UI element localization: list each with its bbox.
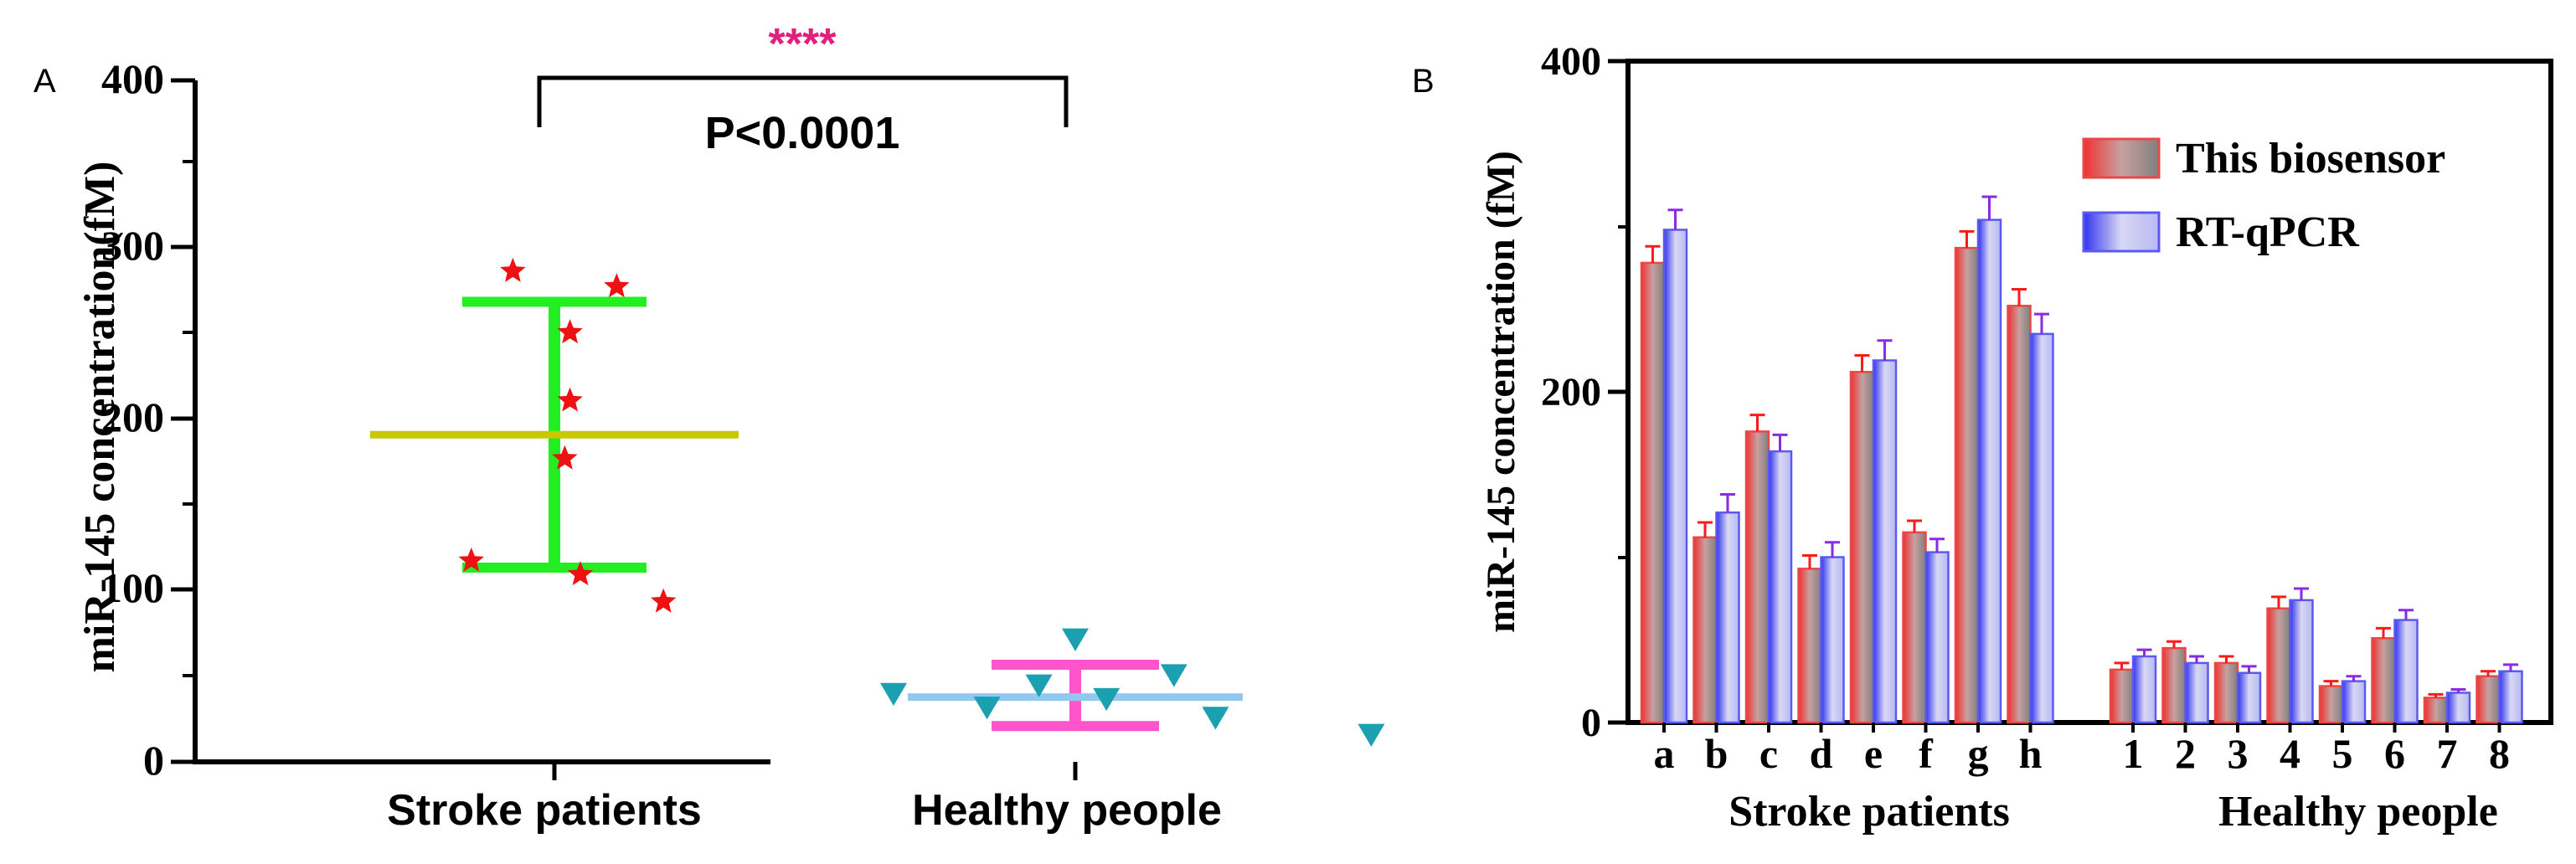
panel-a-ytick-label: 300 <box>101 222 164 269</box>
panel-a-ytick-label: 0 <box>143 737 164 784</box>
bar <box>2213 661 2239 724</box>
bar <box>1872 359 1898 724</box>
bar <box>1976 219 2002 724</box>
data-point-triangle <box>1025 674 1053 697</box>
panel-a-ytick-label: 100 <box>101 564 164 611</box>
panel-b-ytick-label: 0 <box>1581 701 1601 745</box>
bar-category-label: e <box>1864 730 1883 777</box>
panel-a-ytick-label: 400 <box>101 55 164 102</box>
panel-b-group-label: Healthy people <box>2218 788 2498 836</box>
panel-b-ylabel: miR-145 concentration (fM) <box>1479 151 1523 633</box>
panel-a: A 0 100 200 300 400 miR-145 concentratio… <box>33 20 1385 835</box>
data-point-star <box>552 445 578 470</box>
data-point-star <box>604 273 630 298</box>
panel-a-xtick-label: Healthy people <box>912 786 1222 835</box>
data-point-triangle <box>880 682 907 706</box>
bar <box>2131 655 2157 724</box>
bar-category-label: g <box>1968 730 1989 777</box>
significance-bracket <box>537 75 1069 127</box>
data-point-triangle <box>1160 664 1188 687</box>
bar <box>2109 668 2135 724</box>
panel-b-ytick-label: 400 <box>1541 39 1601 84</box>
bar <box>1744 430 1770 724</box>
bar <box>1820 556 1845 724</box>
bar-category-label: 1 <box>2123 730 2144 777</box>
bar <box>2007 305 2032 724</box>
panel-b-ytick-label: 200 <box>1541 370 1601 414</box>
data-point-triangle <box>1358 723 1385 747</box>
data-point-star <box>567 561 594 586</box>
panel-b-group-label: Stroke patients <box>1728 788 2010 836</box>
bar <box>1692 536 1718 724</box>
bar <box>1797 568 1822 724</box>
bar-category-label: h <box>2019 730 2043 777</box>
bar <box>2266 607 2291 724</box>
bar-category-label: b <box>1705 730 1728 777</box>
bar-category-label: c <box>1759 730 1778 777</box>
bar-category-label: 5 <box>2332 730 2353 777</box>
legend-label: RT-qPCR <box>2176 208 2360 256</box>
panel-b: B 0 200 400 miR-145 concentration (fM) S… <box>1412 39 2553 836</box>
legend: This biosensor RT-qPCR <box>2082 135 2445 256</box>
bar <box>1924 551 1950 724</box>
panel-a-ytick-label: 200 <box>101 393 164 440</box>
bar <box>2498 670 2523 724</box>
bar <box>2184 661 2209 724</box>
bar <box>2029 332 2054 724</box>
data-point-star <box>651 588 677 613</box>
panel-a-xtick-label: Stroke patients <box>387 786 702 835</box>
legend-swatch-biosensor <box>2082 137 2161 179</box>
data-point-triangle <box>1202 707 1229 730</box>
bar-category-label: f <box>1919 730 1934 777</box>
bar <box>1902 531 1927 724</box>
bar <box>2423 697 2449 724</box>
legend-swatch-rtqpcr <box>2082 211 2161 253</box>
bar-category-label: 7 <box>2437 730 2458 777</box>
bar-category-label: 8 <box>2489 730 2510 777</box>
bar <box>2161 646 2187 724</box>
bar <box>1715 511 1740 724</box>
bar <box>1767 450 1793 724</box>
bar <box>1849 371 1875 724</box>
bar-category-label: 4 <box>2280 730 2300 777</box>
bar-category-label: a <box>1654 730 1675 777</box>
panel-a-ylabel: miR-145 concentration(fM) <box>76 162 124 673</box>
bar-category-label: 3 <box>2228 730 2249 777</box>
bar <box>2445 692 2471 724</box>
panel-b-label: B <box>1412 63 1435 100</box>
bar-category-label: 2 <box>2175 730 2196 777</box>
bar <box>1662 229 1688 724</box>
data-point-triangle <box>1093 687 1121 712</box>
data-point-triangle <box>973 697 1001 720</box>
bar <box>2341 680 2367 724</box>
data-point-star <box>458 547 484 572</box>
legend-label: This biosensor <box>2176 135 2445 183</box>
data-point-star <box>557 387 583 412</box>
data-point-star <box>557 319 583 344</box>
bar <box>2289 599 2314 724</box>
bar <box>2318 685 2344 724</box>
data-point-star <box>500 257 526 282</box>
bar-category-label: d <box>1810 730 1833 777</box>
data-point-triangle <box>1062 628 1089 651</box>
significance-stars: **** <box>769 20 837 69</box>
panel-a-label: A <box>33 63 56 100</box>
significance-pvalue: P<0.0001 <box>705 108 900 158</box>
bar <box>2476 675 2501 724</box>
bar <box>2393 619 2419 724</box>
bar <box>2371 637 2396 724</box>
bar-category-label: 6 <box>2384 730 2405 777</box>
bar <box>2236 671 2262 724</box>
bar <box>1640 261 1666 724</box>
bar <box>1954 246 1980 724</box>
